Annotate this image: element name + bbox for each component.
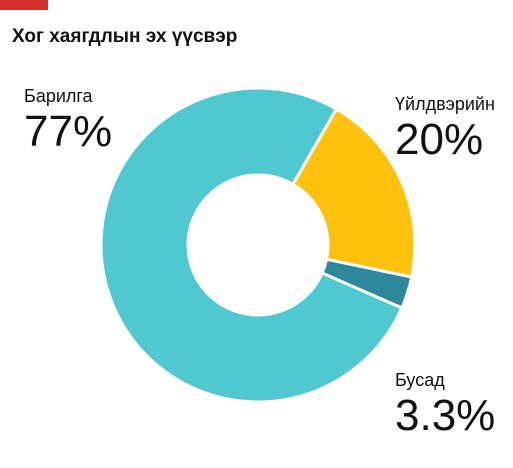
slice-value-construction: 77% [24, 107, 113, 156]
slice-value-other: 3.3% [395, 391, 496, 440]
slice-industrial [291, 107, 417, 279]
label-industrial: Үйлдвэрийн 20% [395, 94, 495, 164]
slice-name-construction: Барилга [24, 86, 93, 106]
label-construction: Барилга 77% [24, 86, 112, 156]
slice-other [320, 257, 414, 310]
chart-title: Хог хаягдлын эх үүсвэр [12, 26, 238, 47]
slice-name-industrial: Үйлдвэрийн [395, 94, 495, 114]
label-other: Бусад 3.3% [395, 370, 495, 440]
slice-construction [99, 86, 404, 404]
donut-slices [99, 86, 417, 404]
accent-bar [0, 0, 48, 10]
slice-value-industrial: 20% [395, 115, 484, 164]
slice-name-other: Бусад [395, 370, 445, 390]
